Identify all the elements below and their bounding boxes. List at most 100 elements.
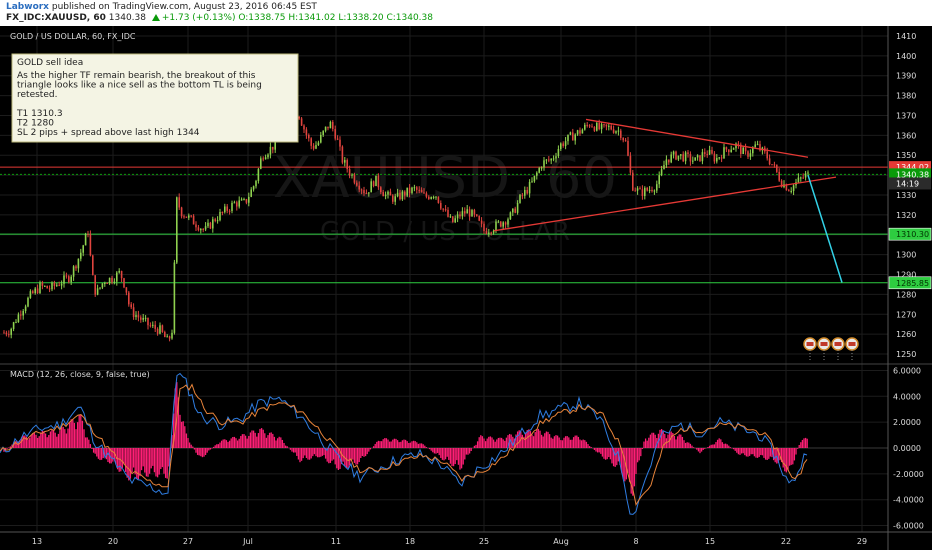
annotation-line: As the higher TF remain bearish, the bre…: [17, 71, 256, 81]
candle-body: [137, 315, 140, 318]
candle-body: [696, 155, 699, 158]
annotation-line: T2 1280: [16, 119, 54, 129]
price-tick-label: 1280: [896, 290, 916, 299]
candle-body: [428, 196, 430, 199]
candle-body: [267, 154, 269, 158]
candle-body: [380, 187, 382, 193]
candle-body: [92, 255, 94, 276]
event-flag-stripe: [834, 342, 842, 346]
price-axis[interactable]: 1250126012701280129013001310132013301340…: [893, 32, 924, 531]
candle-body: [238, 200, 240, 207]
candle-body: [24, 306, 27, 311]
annotation-box[interactable]: GOLD sell idea As the higher TF remain b…: [11, 53, 299, 143]
candle-body: [586, 124, 588, 126]
candle-body: [195, 224, 197, 228]
candle-body: [526, 189, 528, 194]
candle-body: [372, 181, 375, 187]
candle-body: [142, 317, 144, 320]
level-label: 1285.85: [896, 279, 929, 288]
candle-body: [260, 158, 262, 169]
candle-body: [548, 159, 550, 161]
candle-body: [500, 221, 502, 227]
candle-body: [358, 185, 360, 190]
candle-body: [243, 199, 245, 201]
candle-body: [305, 129, 308, 135]
candle-body: [452, 216, 454, 223]
time-axis[interactable]: 13 20 27 Jul 11 18 25 Aug 8 15 22 29: [32, 537, 867, 546]
candle-body: [713, 153, 716, 162]
candle-body: [197, 227, 200, 231]
candle-body: [216, 220, 219, 222]
candle-body: [682, 154, 684, 162]
candle-body: [447, 209, 449, 217]
candle-body: [749, 153, 752, 157]
candle-body: [603, 124, 605, 126]
economic-events[interactable]: [803, 337, 859, 360]
time-tick-label: 18: [405, 537, 415, 546]
price-tick-label: 1370: [896, 111, 916, 120]
candle-body: [262, 158, 264, 160]
candle-body: [790, 190, 792, 192]
candle-body: [68, 276, 70, 282]
candle-body: [507, 219, 509, 225]
candle-body: [392, 195, 394, 202]
candle-body: [406, 187, 408, 196]
candle-body: [555, 156, 557, 159]
candle-body: [425, 193, 428, 197]
candle-body: [670, 154, 672, 163]
candle-body: [84, 234, 87, 246]
time-tick-label: 22: [781, 537, 791, 546]
candle-body: [317, 142, 320, 146]
candle-body: [430, 197, 432, 199]
candle-body: [161, 325, 164, 333]
candle-body: [298, 116, 300, 119]
annotation-line: triangle looks like a nice sell as the b…: [17, 81, 262, 91]
trendlines[interactable]: [493, 118, 837, 232]
candle-body: [46, 285, 48, 289]
candle-body: [471, 210, 473, 217]
candle-body: [101, 283, 104, 288]
candle-body: [728, 149, 730, 153]
author-link[interactable]: Labworx: [6, 2, 49, 12]
candle-body: [411, 187, 413, 194]
candle-body: [190, 215, 192, 217]
time-tick-label: 20: [108, 537, 118, 546]
candle-body: [202, 228, 204, 230]
price-tick-label: 1350: [896, 151, 916, 160]
candle-body: [8, 334, 10, 336]
candle-body: [706, 153, 708, 155]
candle-body: [701, 152, 704, 162]
candle-body: [329, 121, 332, 129]
candle-body: [123, 278, 125, 288]
candle-body: [576, 130, 579, 135]
candle-body: [504, 222, 507, 225]
candle-body: [444, 209, 447, 211]
candle-body: [524, 189, 526, 196]
candle-body: [780, 180, 783, 188]
candle-body: [382, 192, 384, 197]
candle-body: [454, 218, 456, 223]
candle-body: [341, 146, 344, 163]
candle-body: [665, 159, 668, 166]
candle-body: [723, 147, 725, 159]
chart-canvas[interactable]: XAUUSD, 60 GOLD / US DOLLAR 1250 1260 1270…: [0, 26, 932, 550]
candle-body: [204, 226, 207, 230]
candle-body: [353, 174, 356, 183]
time-tick-label: Aug: [553, 537, 569, 546]
candle-body: [272, 146, 274, 150]
candle-body: [70, 276, 72, 282]
time-tick-label: 25: [479, 537, 489, 546]
candle-body: [351, 174, 353, 176]
candle-body: [118, 270, 120, 273]
candle-body: [804, 173, 807, 178]
candle-body: [384, 194, 387, 197]
candle-body: [130, 304, 132, 308]
candle-body: [20, 314, 22, 316]
candle-body: [641, 189, 644, 197]
candle-body: [742, 147, 744, 154]
candle-body: [132, 307, 135, 317]
candle-body: [596, 122, 598, 131]
candle-body: [120, 270, 123, 279]
candle-body: [72, 266, 75, 277]
published-text: published on TradingView.com, August 23,…: [51, 2, 317, 12]
